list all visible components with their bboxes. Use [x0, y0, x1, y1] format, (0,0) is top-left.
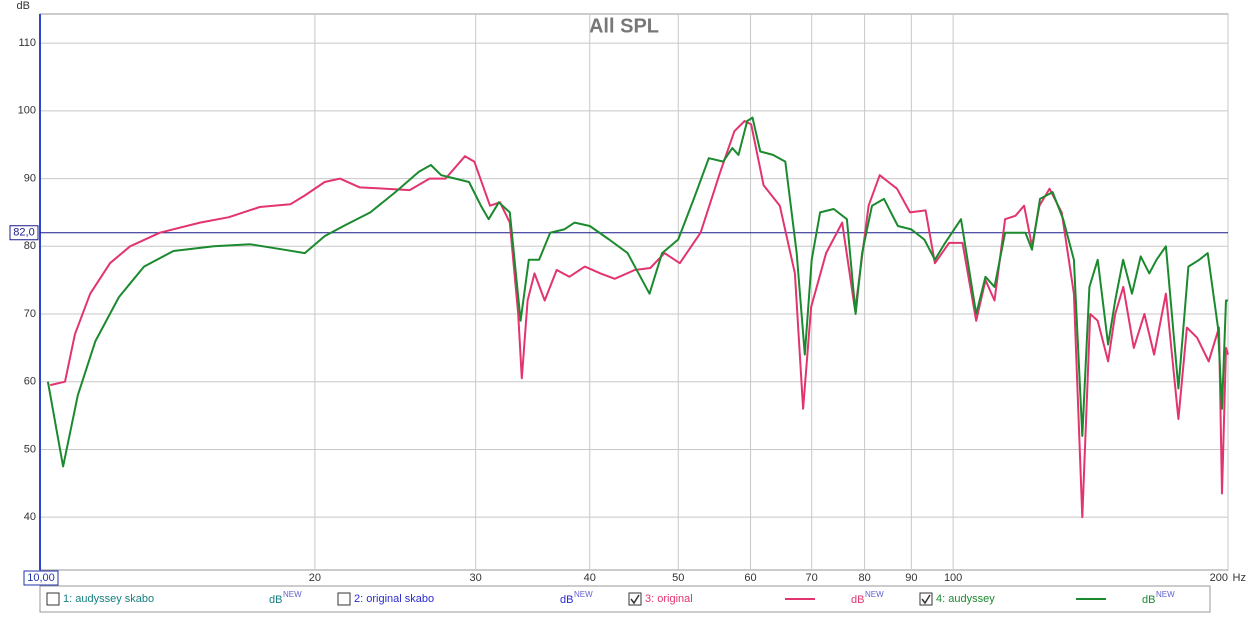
legend-unit-sup: NEW: [283, 590, 302, 599]
x-tick-label: 100: [944, 572, 962, 584]
legend-checkbox[interactable]: [46, 592, 60, 606]
legend-unit: dB: [851, 594, 864, 606]
y-tick-label: 90: [24, 172, 36, 184]
legend-label: 3: original: [645, 593, 693, 605]
legend-label: 4: audyssey: [936, 593, 995, 605]
legend-checkbox[interactable]: [919, 592, 933, 606]
x-tick-label: 200: [1210, 572, 1228, 584]
x-tick-label: 10,00: [27, 572, 55, 584]
x-tick-label: 40: [584, 572, 596, 584]
y-tick-label: 110: [18, 37, 36, 49]
plot-frame: [39, 13, 1229, 571]
reference-box: [9, 225, 39, 241]
legend-checkbox[interactable]: [628, 592, 642, 606]
x-tick-label: 30: [470, 572, 482, 584]
legend-unit: dB: [1142, 594, 1155, 606]
legend-label: 1: audyssey skabo: [63, 593, 154, 605]
y-tick-label: 80: [24, 240, 36, 252]
x-tick-label: 50: [672, 572, 684, 584]
legend-box: [39, 585, 1211, 613]
y-tick-label: 70: [24, 308, 36, 320]
x-tick-box: [23, 570, 59, 586]
legend-unit-sup: NEW: [865, 590, 884, 599]
x-axis-label: Hz: [1233, 572, 1246, 584]
legend-unit: dB: [560, 594, 573, 606]
y-tick-label: 50: [24, 443, 36, 455]
x-tick-label: 90: [905, 572, 917, 584]
legend-unit-sup: NEW: [1156, 590, 1175, 599]
chart-title: All SPL: [589, 15, 659, 37]
x-tick-label: 60: [744, 572, 756, 584]
legend-checkmark: [630, 594, 640, 605]
legend-checkmark: [921, 594, 931, 605]
legend-unit-sup: NEW: [574, 590, 593, 599]
x-tick-label: 80: [859, 572, 871, 584]
x-tick-label: 70: [806, 572, 818, 584]
y-tick-label: 100: [18, 105, 36, 117]
legend-label: 2: original skabo: [354, 593, 434, 605]
reference-label: 82,0: [13, 227, 34, 239]
series-line: [46, 116, 1228, 468]
legend-checkbox[interactable]: [337, 592, 351, 606]
legend-unit: dB: [269, 594, 282, 606]
y-tick-label: 60: [24, 376, 36, 388]
y-axis-label: dB: [17, 0, 30, 12]
x-tick-label: 20: [309, 572, 321, 584]
series-line: [49, 120, 1229, 519]
y-tick-label: 40: [24, 511, 36, 523]
